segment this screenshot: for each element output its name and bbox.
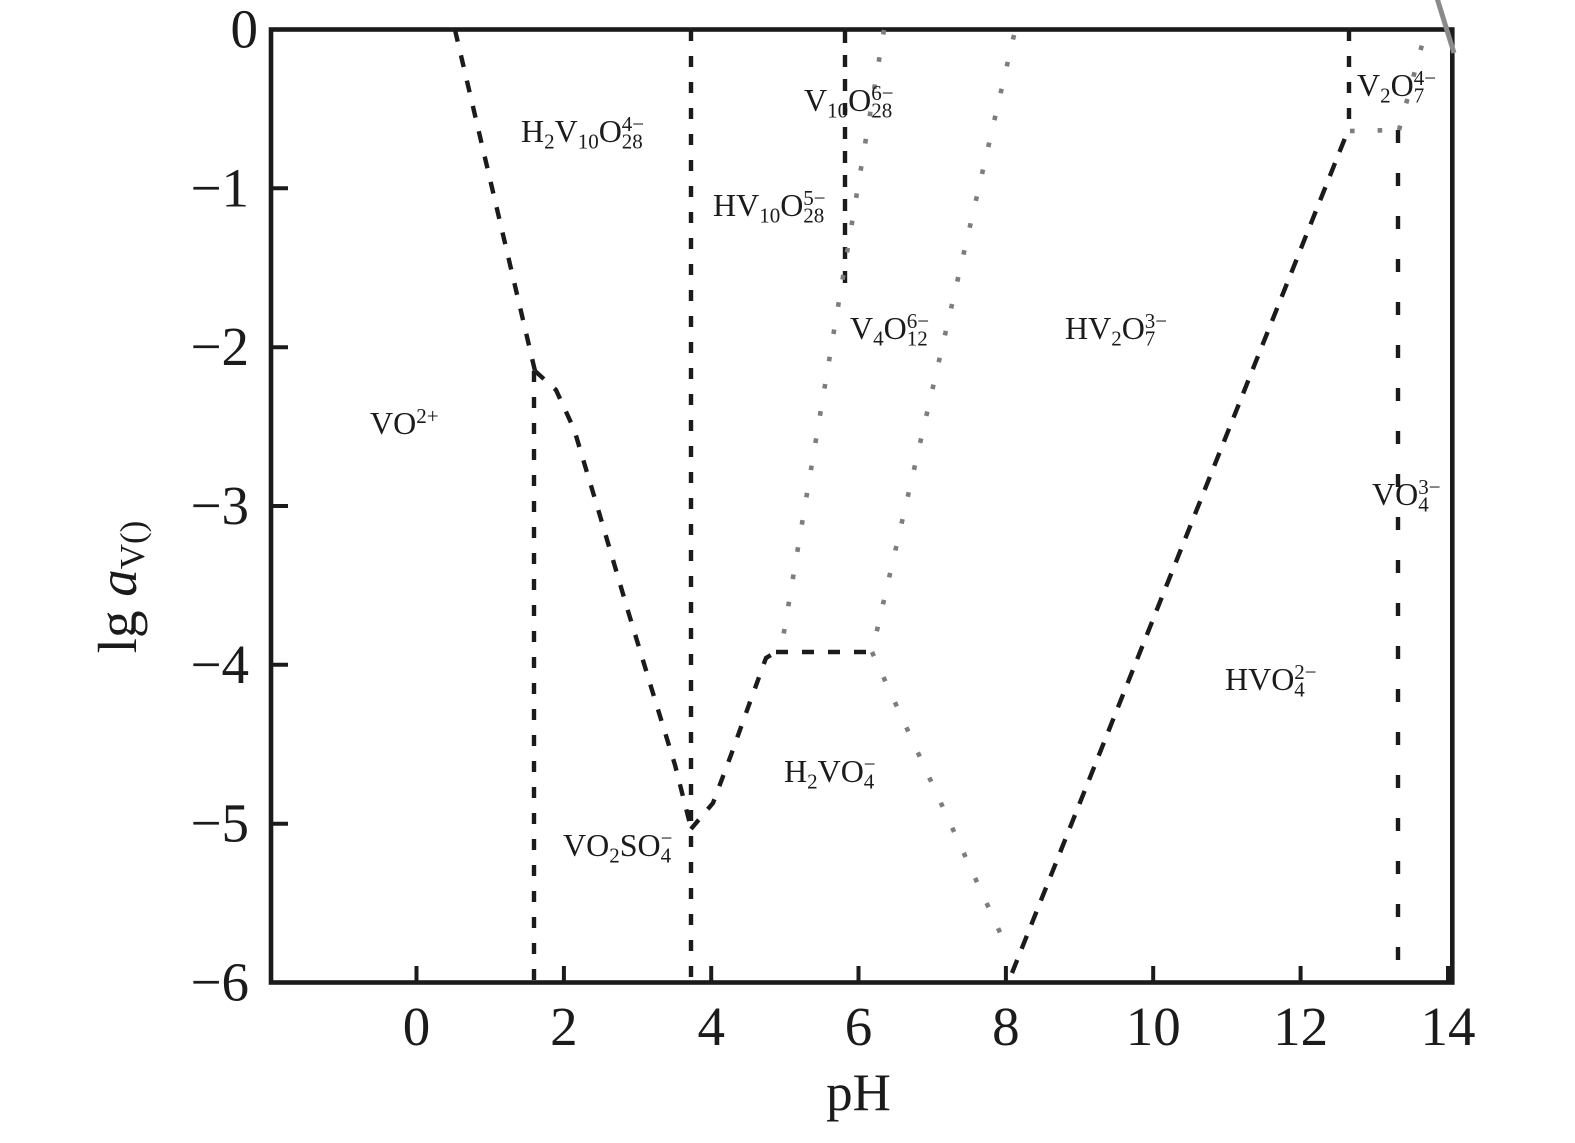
svg-text:28: 28 [803, 204, 824, 228]
svg-text:O: O [599, 113, 622, 149]
svg-text:O: O [586, 827, 609, 863]
svg-text:O: O [1271, 661, 1294, 697]
svg-text:O: O [1391, 67, 1414, 103]
svg-text:−4: −4 [190, 634, 249, 695]
svg-text:6: 6 [845, 996, 873, 1057]
svg-text:O: O [1122, 310, 1145, 346]
svg-text:V: V [555, 113, 578, 149]
svg-text:4: 4 [1294, 678, 1305, 702]
svg-text:4−: 4− [622, 112, 644, 136]
svg-text:−: − [864, 752, 876, 776]
svg-text:H: H [713, 187, 736, 223]
svg-text:O: O [848, 82, 871, 118]
svg-text:O: O [780, 187, 803, 223]
svg-text:V: V [818, 753, 841, 789]
svg-text:V: V [804, 82, 827, 118]
svg-text:2: 2 [550, 996, 578, 1057]
svg-text:S: S [620, 827, 638, 863]
svg-text:0: 0 [403, 996, 431, 1057]
svg-text:3−: 3− [1145, 309, 1167, 333]
svg-text:−: − [661, 826, 673, 850]
svg-text:10: 10 [578, 130, 599, 154]
svg-text:5−: 5− [803, 186, 825, 210]
svg-text:2: 2 [609, 844, 620, 868]
svg-text:12: 12 [907, 327, 928, 351]
svg-text:28: 28 [622, 130, 643, 154]
svg-text:4: 4 [697, 996, 725, 1057]
svg-text:V: V [1372, 476, 1395, 512]
svg-text:4: 4 [1418, 493, 1429, 517]
svg-text:2−: 2− [1294, 660, 1316, 684]
svg-text:14: 14 [1421, 996, 1476, 1057]
svg-text:V: V [736, 187, 759, 223]
svg-text:O: O [1395, 476, 1418, 512]
svg-text:4: 4 [873, 327, 884, 351]
svg-text:VO: VO [370, 405, 416, 441]
svg-text:2: 2 [1380, 84, 1391, 108]
svg-text:12: 12 [1273, 996, 1328, 1057]
svg-text:−3: −3 [190, 475, 249, 536]
svg-text:6−: 6− [907, 309, 929, 333]
svg-text:4: 4 [864, 770, 875, 794]
svg-text:−2: −2 [190, 316, 249, 377]
svg-text:3−: 3− [1418, 475, 1440, 499]
svg-text:−5: −5 [190, 793, 249, 854]
svg-text:28: 28 [871, 99, 892, 123]
svg-text:H: H [1225, 661, 1248, 697]
svg-text:O: O [841, 753, 864, 789]
svg-text:7: 7 [1414, 84, 1425, 108]
svg-text:V: V [850, 310, 873, 346]
svg-text:V: V [1357, 67, 1380, 103]
svg-text:V: V [563, 827, 586, 863]
svg-text:V: V [1088, 310, 1111, 346]
svg-text:−1: −1 [190, 157, 249, 218]
svg-text:H: H [521, 113, 544, 149]
svg-text:−6: −6 [190, 952, 249, 1013]
svg-text:10: 10 [1126, 996, 1181, 1057]
svg-text:10: 10 [827, 99, 848, 123]
svg-text:7: 7 [1145, 327, 1156, 351]
svg-text:H: H [784, 753, 807, 789]
svg-text:H: H [1065, 310, 1088, 346]
svg-text:2: 2 [544, 130, 555, 154]
svg-text:4−: 4− [1414, 66, 1436, 90]
svg-text:V: V [1248, 661, 1271, 697]
svg-text:10: 10 [759, 204, 780, 228]
svg-text:2+: 2+ [416, 404, 438, 428]
svg-text:O: O [884, 310, 907, 346]
svg-text:2: 2 [807, 770, 818, 794]
svg-text:0: 0 [231, 0, 259, 60]
svg-text:2: 2 [1111, 327, 1122, 351]
svg-text:O: O [638, 827, 661, 863]
svg-text:4: 4 [661, 844, 672, 868]
svg-text:6−: 6− [871, 81, 893, 105]
svg-text:8: 8 [992, 996, 1020, 1057]
svg-text:pH: pH [826, 1064, 891, 1122]
